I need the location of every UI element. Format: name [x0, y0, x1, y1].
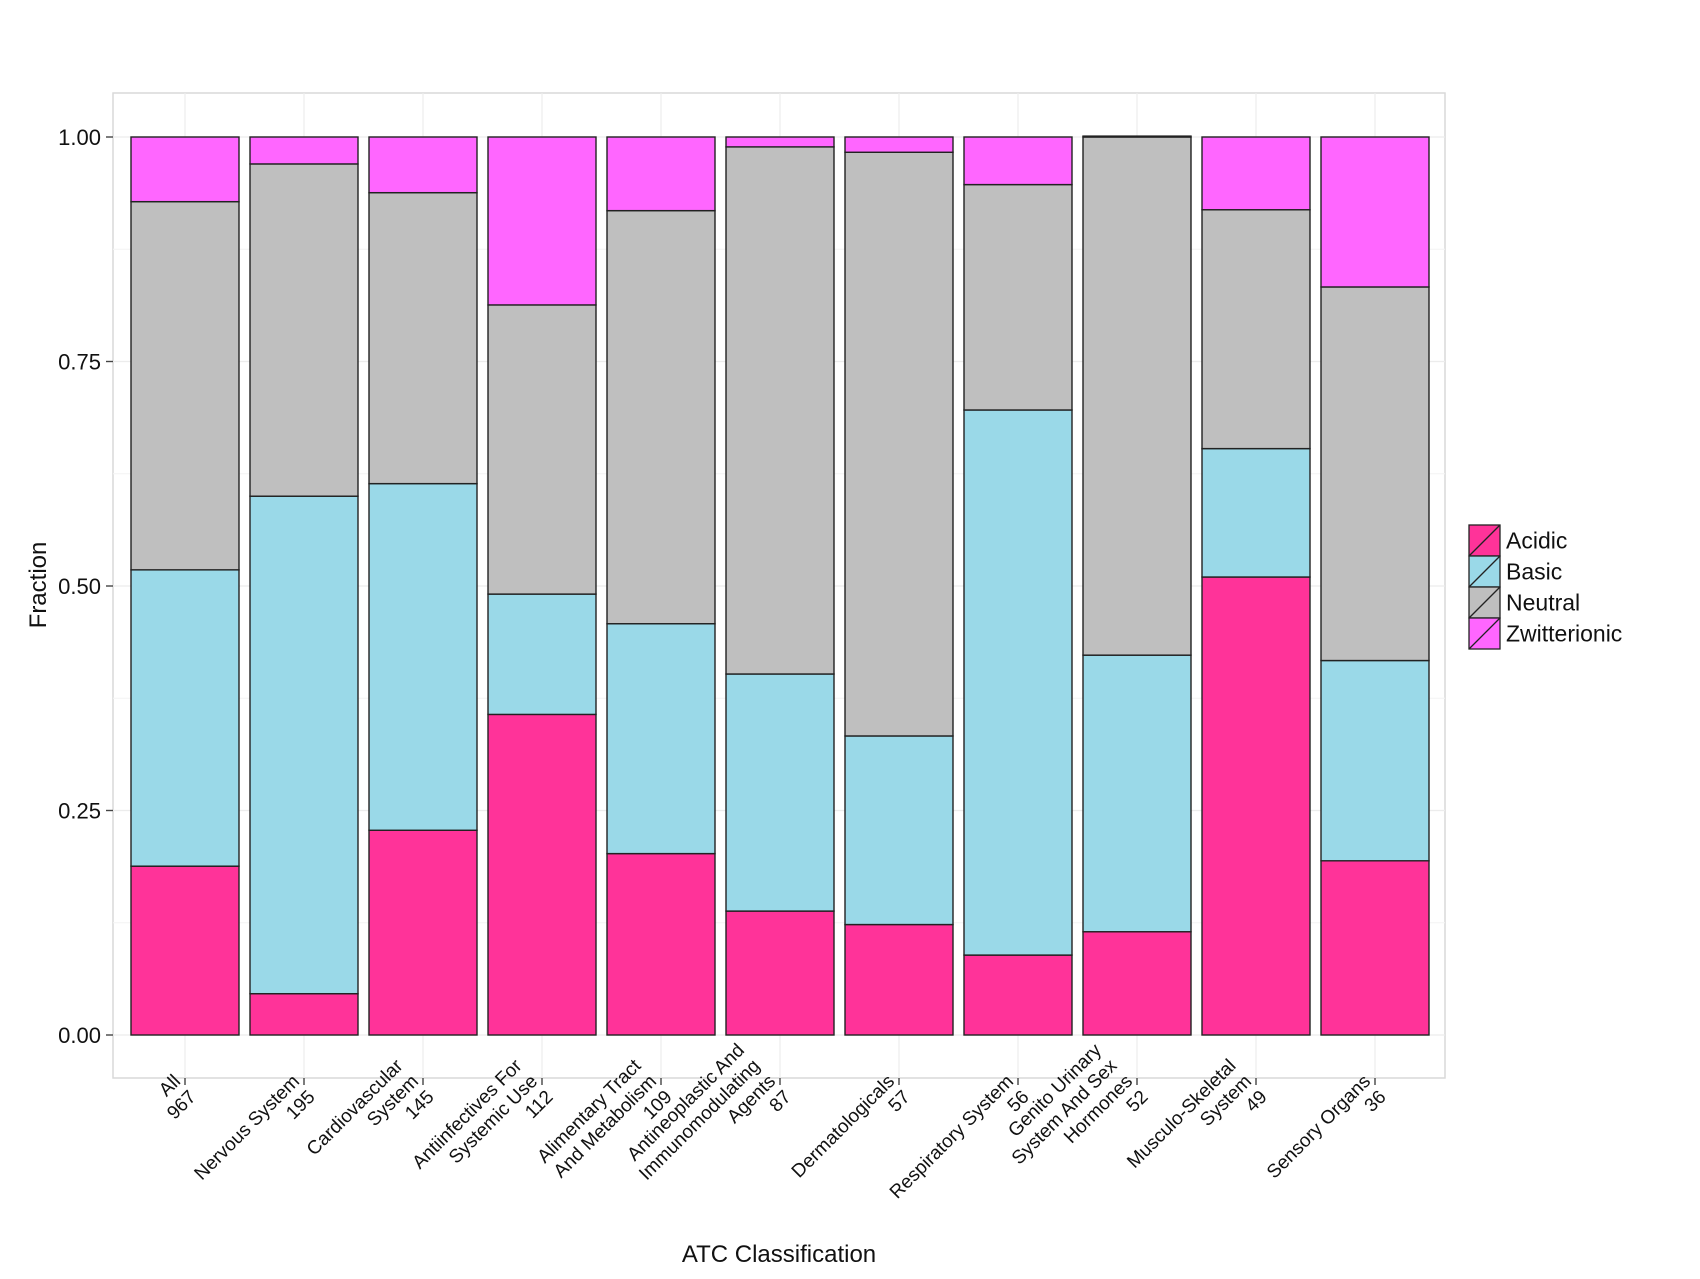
bar-segment-zwitterionic: [250, 137, 358, 164]
y-tick-label: 0.00: [58, 1023, 101, 1048]
x-tick-label: Sensory Organs36: [1263, 1071, 1390, 1198]
bar-segment-basic: [131, 570, 239, 866]
x-tick-label: All967: [148, 1071, 201, 1124]
legend-label-neutral: Neutral: [1506, 590, 1580, 616]
bar-segment-neutral: [1321, 287, 1429, 661]
bar-segment-acidic: [607, 854, 715, 1035]
bar-segment-basic: [607, 624, 715, 854]
legend-label-acidic: Acidic: [1506, 528, 1567, 554]
bar-segment-acidic: [1202, 577, 1310, 1035]
bar-segment-basic: [1083, 655, 1191, 932]
bar-segment-neutral: [369, 193, 477, 484]
legend-label-zwitterionic: Zwitterionic: [1506, 621, 1622, 647]
bar-segment-neutral: [131, 202, 239, 570]
y-tick-label: 0.50: [58, 574, 101, 599]
bar-segment-acidic: [1321, 861, 1429, 1035]
bar-segment-acidic: [1083, 932, 1191, 1035]
y-axis-title: Fraction: [25, 542, 52, 629]
y-tick-label: 0.75: [58, 350, 101, 375]
legend-label-basic: Basic: [1506, 559, 1562, 585]
bar-segment-acidic: [250, 994, 358, 1035]
bar-segment-zwitterionic: [964, 137, 1072, 185]
bar-segment-zwitterionic: [1321, 137, 1429, 287]
bar-segment-acidic: [488, 714, 596, 1035]
bar-segment-acidic: [845, 925, 953, 1035]
bar-segment-zwitterionic: [607, 137, 715, 211]
bar-segment-zwitterionic: [488, 137, 596, 305]
bar-segment-basic: [726, 674, 834, 911]
bar-segment-basic: [845, 736, 953, 925]
bar-segment-zwitterionic: [369, 137, 477, 193]
bar-segment-basic: [488, 594, 596, 714]
bar-segment-acidic: [964, 955, 1072, 1035]
stacked-bar-chart: 0.00 0.25 0.50 0.75 1.00 All967Nervous Syste…: [0, 0, 1700, 1279]
bar-segment-zwitterionic: [845, 137, 953, 152]
bar-segment-acidic: [726, 911, 834, 1035]
bar-segment-zwitterionic: [1083, 136, 1191, 137]
x-tick-label: Nervous System195: [191, 1071, 320, 1200]
bar-segment-neutral: [607, 211, 715, 624]
bar-segments: [131, 136, 1429, 1035]
bar-segment-basic: [964, 410, 1072, 955]
bar-segment-zwitterionic: [1202, 137, 1310, 210]
y-tick-label: 0.25: [58, 799, 101, 824]
bar-segment-basic: [250, 496, 358, 993]
bar-segment-neutral: [726, 147, 834, 674]
bar-segment-basic: [1202, 449, 1310, 577]
x-axis-title: ATC Classification: [682, 1241, 876, 1268]
bar-segment-zwitterionic: [131, 137, 239, 202]
bar-segment-neutral: [1083, 137, 1191, 655]
bar-segment-neutral: [488, 305, 596, 594]
bar-segment-neutral: [964, 185, 1072, 410]
x-tick-label: Respiratory System56: [886, 1071, 1034, 1219]
bar-segment-basic: [369, 484, 477, 831]
bar-segment-zwitterionic: [726, 137, 834, 147]
bar-segment-neutral: [250, 164, 358, 496]
bar-segment-basic: [1321, 661, 1429, 861]
legend: Acidic Basic Neutral Zwitterionic: [1469, 525, 1622, 649]
y-tick-label: 1.00: [58, 125, 101, 150]
y-axis: 0.00 0.25 0.50 0.75 1.00: [58, 125, 113, 1048]
bar-segment-neutral: [845, 152, 953, 736]
bar-segment-acidic: [131, 866, 239, 1035]
bar-segment-neutral: [1202, 210, 1310, 449]
bar-segment-acidic: [369, 830, 477, 1035]
